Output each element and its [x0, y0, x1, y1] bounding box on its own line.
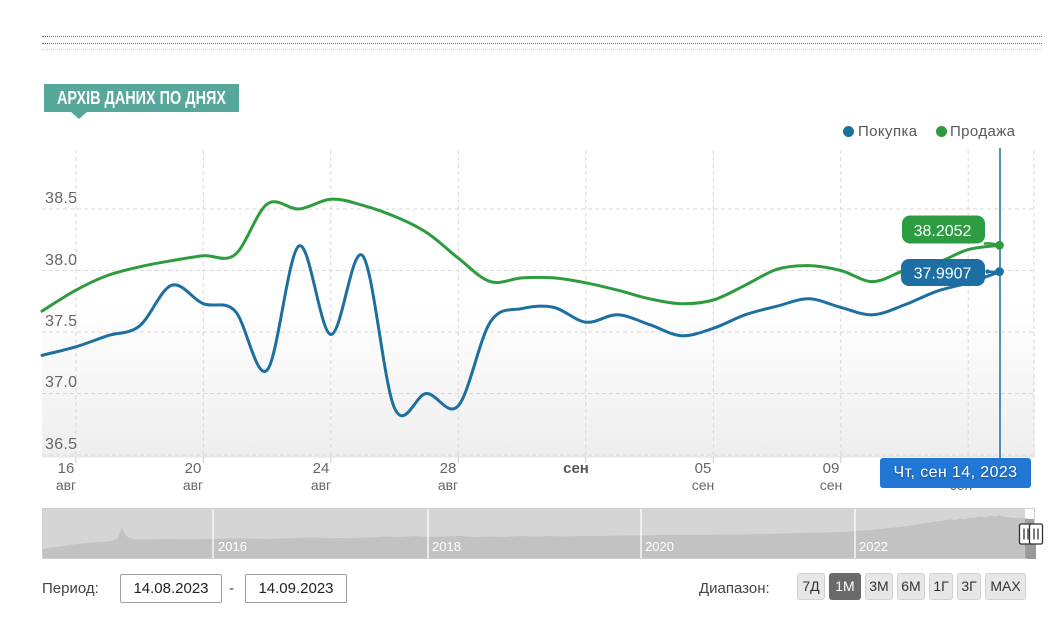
svg-text:37.9907: 37.9907	[914, 266, 972, 283]
svg-text:38.2052: 38.2052	[914, 223, 972, 240]
